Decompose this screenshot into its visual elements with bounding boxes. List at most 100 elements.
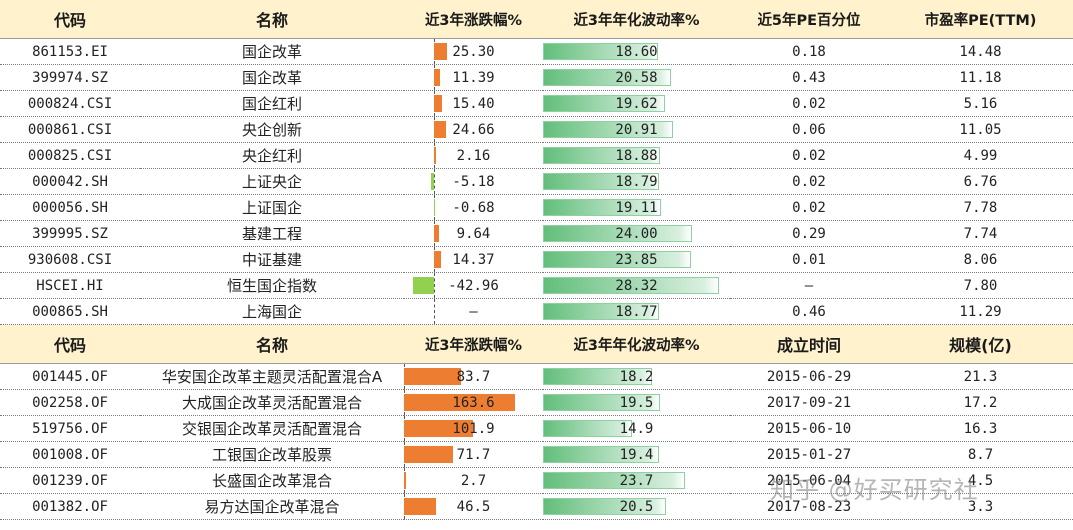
name-cell: 交银国企改革灵活配置混合 [140,415,404,442]
vol3y-value: 18.88 [615,147,658,164]
fund-size-cell: 8.7 [888,441,1073,468]
vol3y-cell: 18.79 [543,168,730,195]
fund-row: 002258.OF 大成国企改革灵活配置混合 163.6 19.5 2017-09-21… [0,389,1073,416]
ret3y-value: 25.30 [452,43,495,60]
code-cell: 000824.CSI [0,90,140,117]
volatility-data-bar [543,277,719,294]
index-row: 399995.SZ 基建工程 9.64 24.00 0.29 7.74 [0,220,1073,247]
return-data-bar [404,498,436,515]
vol3y-cell: 24.00 [543,220,730,247]
volatility-data-bar [543,95,665,112]
column-header: 名称 [140,324,404,364]
code-cell: 000825.CSI [0,142,140,169]
ret3y-value: -5.18 [452,173,495,190]
name-cell: 上证央企 [140,168,404,195]
vol3y-cell: 23.7 [543,467,730,494]
index-row: HSCEI.HI 恒生国企指数 -42.96 28.32 —7.80 [0,272,1073,299]
index-row: 000861.CSI 央企创新 24.66 20.91 0.06 11.05 [0,116,1073,143]
code-cell: 399974.SZ [0,64,140,91]
name-cell: 基建工程 [140,220,404,247]
fund-size-cell: 3.3 [888,493,1073,520]
code-cell: 000861.CSI [0,116,140,143]
vol3y-cell: 14.9 [543,415,730,442]
pe-percentile-cell: 0.02 [730,168,888,195]
return-data-bar [434,251,442,268]
volatility-data-bar [543,147,661,164]
pe-ttm-cell: 11.29 [888,298,1073,325]
pe-percentile-cell: — [730,272,888,299]
ret3y-value: 71.7 [456,446,491,463]
vol3y-cell: 23.85 [543,246,730,273]
inception-date-cell: 2017-09-21 [730,389,888,416]
vol3y-cell: 19.11 [543,194,730,221]
fund-row: 001445.OF 华安国企改革主题灵活配置混合A 83.7 18.2 2015-06-… [0,363,1073,390]
vol3y-cell: 20.58 [543,64,730,91]
vol3y-value: 19.5 [619,394,654,411]
return-data-bar [434,95,442,112]
index-row: 000824.CSI 国企红利 15.40 19.62 0.02 5.16 [0,90,1073,117]
column-header: 近3年年化波动率% [543,324,730,364]
code-cell: 001239.OF [0,467,140,494]
index-row: 399974.SZ 国企改革 11.39 20.58 0.43 11.18 [0,64,1073,91]
index-row: 000825.CSI 央企红利 2.16 18.88 0.02 4.99 [0,142,1073,169]
fund-row: 001382.OF 易方达国企改革混合 46.5 20.5 2017-08-23 3.3 [0,493,1073,520]
index_table-header-row: 代码 名称 近3年涨跌幅% 近3年年化波动率% 近5年PE百分位 市盈率PE(TTM) [0,0,1073,39]
pe-percentile-cell: 0.06 [730,116,888,143]
ret3y-value: 83.7 [456,368,491,385]
name-cell: 华安国企改革主题灵活配置混合A [140,363,404,390]
volatility-data-bar [543,394,660,411]
pe-percentile-cell: 0.18 [730,38,888,65]
vol3y-value: 19.11 [615,199,658,216]
name-cell: 上海国企 [140,298,404,325]
vol3y-cell: 19.4 [543,441,730,468]
vol3y-value: 18.2 [619,368,654,385]
ret3y-cell: — [404,298,543,325]
pe-ttm-cell: 4.99 [888,142,1073,169]
fund-size-cell: 16.3 [888,415,1073,442]
ret3y-value: 9.64 [456,225,491,242]
pe-percentile-cell: 0.29 [730,220,888,247]
code-cell: 001445.OF [0,363,140,390]
column-header: 市盈率PE(TTM) [888,0,1073,39]
pe-ttm-cell: 14.48 [888,38,1073,65]
inception-date-cell: 2015-01-27 [730,441,888,468]
volatility-data-bar [543,225,692,242]
volatility-data-bar [543,303,660,320]
return-data-bar [434,121,447,138]
pe-percentile-cell: 0.01 [730,246,888,273]
vol3y-cell: 28.32 [543,272,730,299]
column-header: 近5年PE百分位 [730,0,888,39]
code-cell: 001008.OF [0,441,140,468]
vol3y-value: 24.00 [615,225,658,242]
ret3y-cell: 24.66 [404,116,543,143]
inception-date-cell: 2017-08-23 [730,493,888,520]
column-header: 近3年涨跌幅% [404,0,543,39]
return-data-bar [404,472,406,489]
index-row: 000865.SH 上海国企 — 18.77 0.46 11.29 [0,298,1073,325]
code-cell: 399995.SZ [0,220,140,247]
bar-axis [434,169,435,194]
vol3y-cell: 19.62 [543,90,730,117]
return-data-bar [404,394,516,411]
fund-size-cell: 4.5 [888,467,1073,494]
code-cell: 000042.SH [0,168,140,195]
volatility-data-bar [543,121,673,138]
volatility-data-bar [543,498,666,515]
vol3y-cell: 18.60 [543,38,730,65]
ret3y-value: 2.16 [456,147,491,164]
ret3y-cell: 15.40 [404,90,543,117]
vol3y-cell: 19.5 [543,389,730,416]
column-header: 代码 [0,324,140,364]
name-cell: 长盛国企改革混合 [140,467,404,494]
vol3y-value: 23.85 [615,251,658,268]
column-header: 近3年涨跌幅% [404,324,543,364]
pe-ttm-cell: 5.16 [888,90,1073,117]
name-cell: 大成国企改革灵活配置混合 [140,389,404,416]
volatility-data-bar [543,69,671,86]
vol3y-cell: 20.5 [543,493,730,520]
return-data-bar [404,420,474,437]
pe-ttm-cell: 7.80 [888,272,1073,299]
vol3y-value: 28.32 [615,277,658,294]
